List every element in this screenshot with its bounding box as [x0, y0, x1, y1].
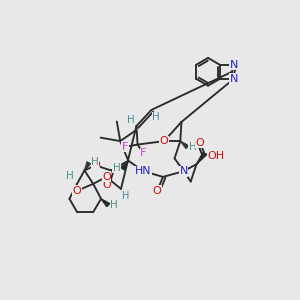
Text: H: H	[91, 158, 99, 167]
Text: H: H	[113, 163, 121, 173]
Text: O: O	[196, 138, 204, 148]
Text: N: N	[180, 166, 188, 176]
Text: H: H	[127, 115, 134, 125]
Text: H: H	[152, 112, 160, 122]
Text: N: N	[230, 74, 238, 84]
Polygon shape	[101, 199, 110, 207]
Text: HN: HN	[135, 166, 152, 176]
Text: O: O	[160, 136, 169, 146]
Text: H: H	[110, 200, 118, 210]
Text: H: H	[66, 171, 74, 181]
Text: H: H	[122, 191, 130, 201]
Text: O: O	[91, 160, 100, 170]
Text: OH: OH	[207, 151, 224, 161]
Text: N: N	[230, 60, 238, 70]
Text: H: H	[189, 142, 197, 152]
Text: O: O	[102, 172, 111, 182]
Text: O: O	[153, 186, 162, 196]
Text: F: F	[140, 148, 146, 158]
Text: O: O	[73, 186, 81, 196]
Polygon shape	[121, 161, 128, 170]
Text: F: F	[122, 142, 128, 152]
Text: O: O	[102, 181, 111, 190]
Polygon shape	[196, 152, 206, 164]
